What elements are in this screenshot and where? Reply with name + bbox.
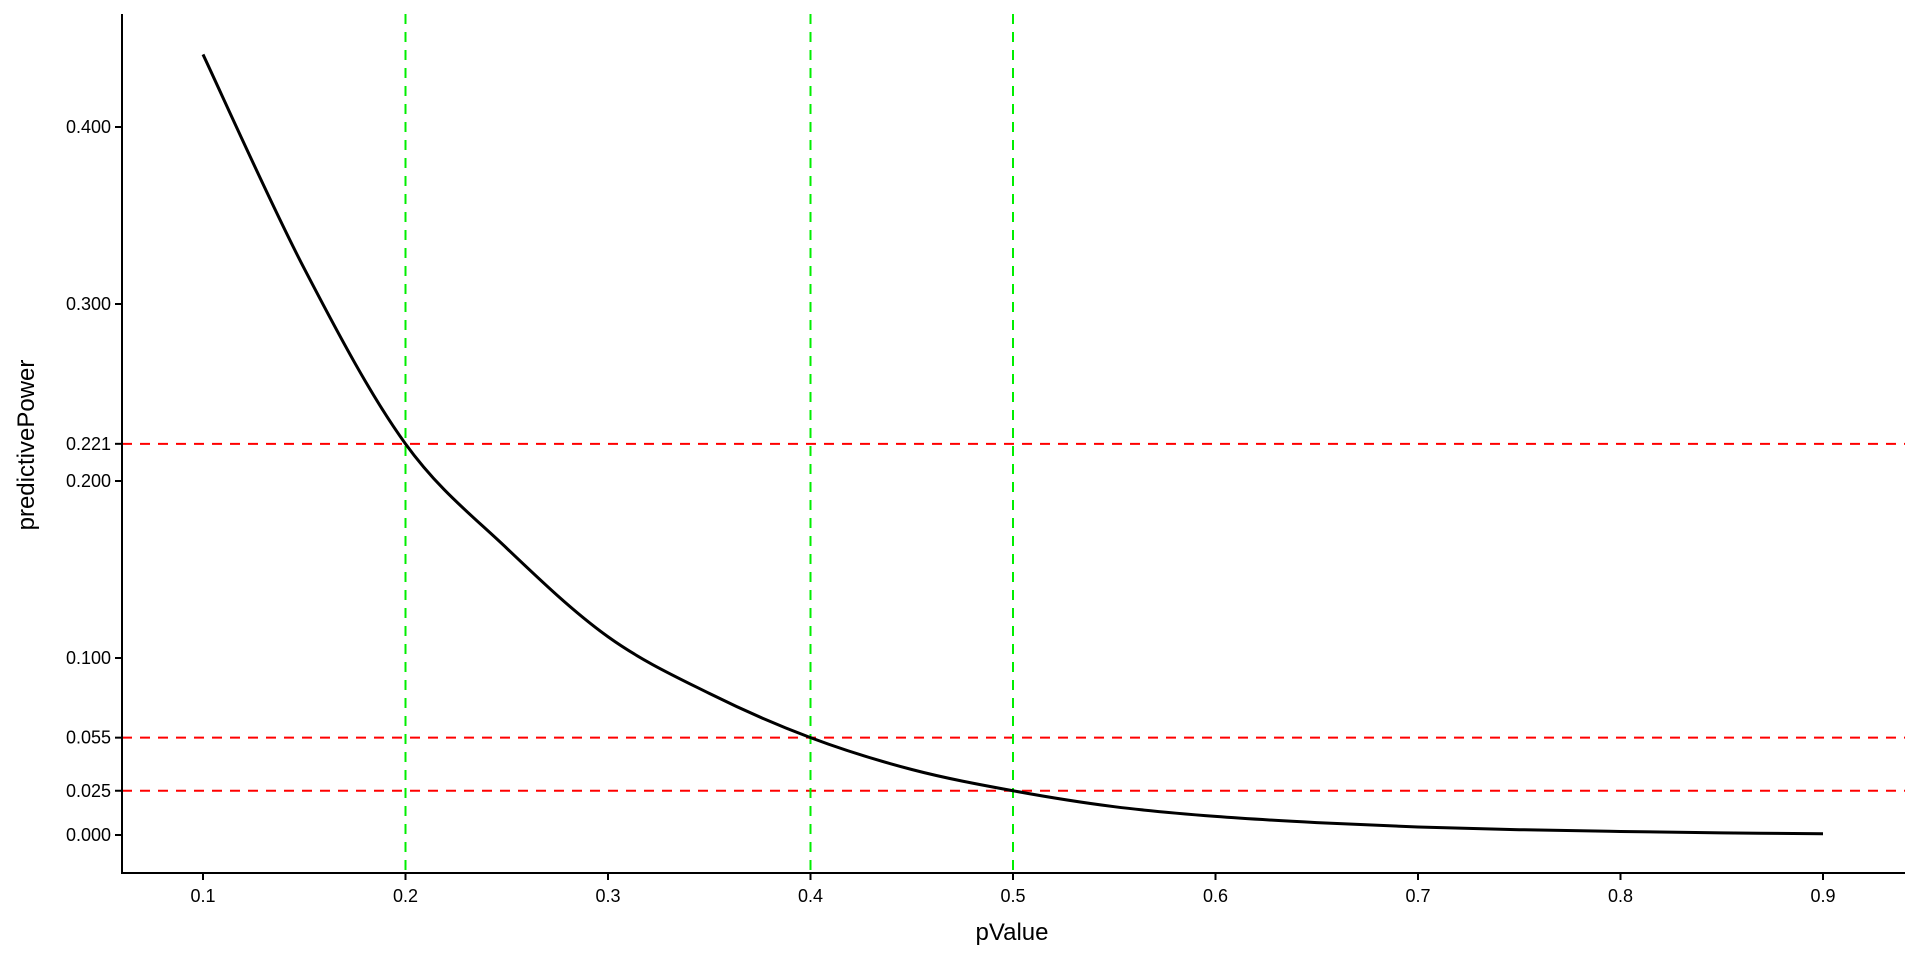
- x-tick-label: 0.2: [393, 886, 418, 906]
- y-axis-title: predictivePower: [13, 360, 40, 531]
- y-tick-label: 0.300: [66, 294, 111, 314]
- series-line: [201, 53, 1824, 836]
- y-tick-label: 0.000: [66, 825, 111, 845]
- x-tick-label: 0.8: [1608, 886, 1633, 906]
- y-tick-label: 0.100: [66, 648, 111, 668]
- x-tick-label: 0.4: [798, 886, 823, 906]
- x-tick-label: 0.7: [1405, 886, 1430, 906]
- x-tick-label: 0.5: [1000, 886, 1025, 906]
- x-tick-label: 0.6: [1203, 886, 1228, 906]
- y-tick-label: 0.025: [66, 781, 111, 801]
- x-axis-title: pValue: [976, 919, 1049, 946]
- x-tick-label: 0.1: [190, 886, 215, 906]
- y-tick-label: 0.055: [66, 728, 111, 748]
- y-tick-label: 0.200: [66, 471, 111, 491]
- y-tick-label: 0.221: [66, 434, 111, 454]
- x-tick-label: 0.9: [1810, 886, 1835, 906]
- y-tick-label: 0.400: [66, 117, 111, 137]
- x-tick-label: 0.3: [595, 886, 620, 906]
